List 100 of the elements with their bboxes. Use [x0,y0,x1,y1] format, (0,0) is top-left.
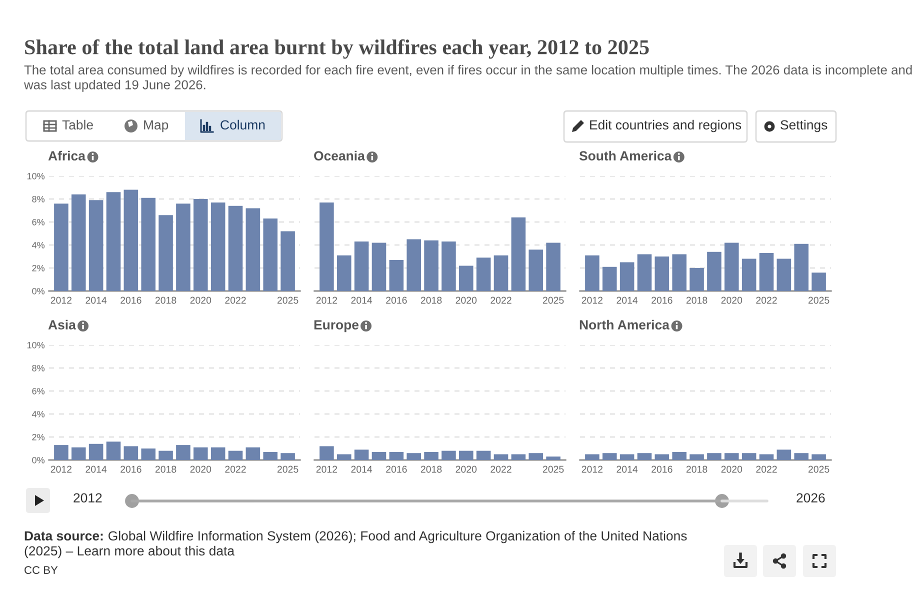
bar [194,447,208,460]
bar [158,215,173,291]
bar [158,450,173,460]
x-tick-label: 2018 [155,296,176,304]
x-tick-label: 2018 [420,466,442,473]
x-tick-label: 2012 [316,466,338,473]
x-tick-label: 2012 [316,296,338,304]
chart-title: Europe [314,320,359,332]
text: Global Wildfire Information System (2026); Food and Agriculture Organization of the United Nations [108,530,687,544]
bar [372,452,386,460]
bar [812,272,826,291]
bar [176,445,190,460]
x-tick-label: 2014 [616,466,638,473]
bar [54,445,68,460]
bar [320,202,334,291]
bar [528,453,544,460]
bar [442,450,456,460]
x-tick-label: 2016 [120,466,142,473]
text: Settings [780,120,828,132]
x-tick-label: 2020 [190,296,212,304]
bar [459,450,474,460]
bar [511,217,526,291]
x-tick-label: 2018 [686,296,708,304]
x-tick-label: 2012 [582,466,603,473]
bar [320,446,334,460]
bar [602,266,617,291]
bar [672,254,686,291]
x-tick-label: 2014 [86,466,107,473]
bar [106,192,121,291]
bar [88,200,104,291]
y-tick-label: 0% [32,456,45,464]
y-tick-label: 10% [27,342,45,348]
bar [246,208,260,291]
y-tick-label: 2% [32,434,45,440]
bar [354,242,369,291]
y-tick-label: 4% [32,242,45,248]
bar [494,255,508,291]
x-tick-label: 2020 [456,466,477,473]
source-note: Data source: [24,531,103,541]
x-tick-label: 2012 [582,296,603,304]
bar [124,446,138,460]
bar [54,204,68,291]
x-tick-label: 2025 [277,296,298,304]
text: Map [144,120,168,132]
y-tick-label: 8% [32,196,45,202]
x-tick-label: 2014 [616,296,638,304]
y-tick-label: 8% [32,364,45,372]
bar [263,218,278,291]
bar [459,266,474,291]
x-tick-label: 2014 [351,296,372,304]
bar [794,244,809,291]
bar [511,454,526,460]
bar [263,452,278,460]
x-tick-label: 2020 [721,296,742,304]
bar [176,204,190,291]
bar [776,258,792,291]
bar [476,258,491,291]
x-tick-label: 2016 [386,466,407,473]
bar [637,254,652,291]
bar [210,202,226,291]
bar [442,242,456,291]
bar [724,242,739,291]
bar [88,444,104,460]
y-tick-label: 0% [32,288,45,294]
x-tick-label: 2022 [490,466,512,473]
text: The total area consumed by wildfires is recorded for each fire event, even if fires occur in the same location multiple times. The 2026 data is incomplete and was last updated 19 June 2026. [24,65,912,92]
chart-title: Africa [48,150,86,161]
bar [406,239,421,291]
x-tick-label: 2014 [351,466,372,473]
bar [210,447,226,460]
x-tick-label: 2022 [225,296,246,304]
x-tick-label: 2016 [386,296,407,304]
x-tick-label: 2020 [190,466,212,473]
bar [476,450,491,460]
bar [336,454,352,460]
bar [620,262,634,291]
bar [389,452,404,460]
x-tick-label: 2022 [756,466,777,473]
bar [354,450,369,460]
chart-title: North America [580,320,670,330]
bar [389,260,404,291]
bar [280,231,295,291]
x-tick-label: 2022 [490,296,512,304]
x-tick-label: 2012 [50,296,72,304]
bar [372,242,386,291]
bar [246,447,260,460]
x-tick-label: 2022 [756,296,777,304]
text: Share of the total land area burnt by wildfires each year, 2012 to 2025 [25,39,649,59]
x-tick-label: 2016 [120,296,142,304]
bar [707,252,722,291]
chart-title: Asia [48,320,76,330]
x-tick-label: 2018 [155,466,176,473]
x-tick-label: 2014 [86,296,107,304]
bar [336,255,352,291]
bar [228,450,243,460]
text: (2025) – Learn more about this data [24,546,235,558]
x-tick-label: 2018 [420,296,442,304]
bar [71,194,86,291]
y-tick-label: 2% [32,264,45,272]
x-tick-label: 2016 [652,466,672,473]
